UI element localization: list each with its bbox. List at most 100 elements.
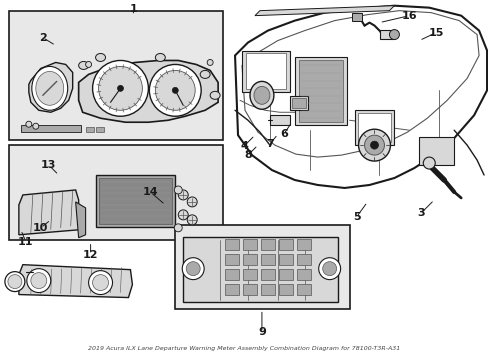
Text: 11: 11 (18, 237, 34, 247)
Ellipse shape (322, 262, 336, 276)
Text: 15: 15 (427, 28, 443, 37)
Text: 5: 5 (352, 212, 360, 222)
Ellipse shape (31, 273, 47, 289)
Ellipse shape (364, 135, 384, 155)
Ellipse shape (178, 210, 188, 220)
Text: 14: 14 (142, 187, 158, 197)
Polygon shape (79, 60, 218, 122)
Bar (224, 269, 239, 280)
Text: 3: 3 (417, 208, 424, 218)
Bar (9, 11, 223, 140)
Bar (243, 269, 256, 280)
Ellipse shape (99, 67, 142, 110)
Bar (261, 239, 274, 250)
Bar (183, 237, 337, 302)
Bar (419, 137, 453, 165)
Ellipse shape (27, 269, 51, 293)
Ellipse shape (200, 71, 210, 78)
Ellipse shape (5, 272, 25, 292)
Polygon shape (19, 265, 132, 298)
Ellipse shape (253, 86, 269, 104)
Ellipse shape (36, 71, 63, 105)
Bar (224, 284, 239, 294)
Bar (242, 50, 289, 92)
Text: 4: 4 (240, 141, 247, 151)
Ellipse shape (155, 54, 165, 62)
Ellipse shape (178, 190, 188, 200)
Ellipse shape (149, 64, 201, 116)
Ellipse shape (88, 271, 112, 294)
Bar (289, 96, 307, 110)
Text: 7: 7 (265, 139, 273, 149)
Bar (224, 239, 239, 250)
Polygon shape (235, 6, 486, 188)
Ellipse shape (388, 30, 399, 40)
Ellipse shape (95, 54, 105, 62)
Polygon shape (76, 202, 85, 238)
Bar (296, 254, 310, 265)
Ellipse shape (174, 224, 182, 232)
Bar (224, 254, 239, 265)
Bar (243, 239, 256, 250)
Bar (278, 284, 292, 294)
Ellipse shape (8, 275, 22, 289)
Bar (296, 239, 310, 250)
Bar (278, 269, 292, 280)
Text: 8: 8 (244, 150, 251, 160)
Bar (296, 269, 310, 280)
Bar (351, 13, 361, 21)
Ellipse shape (117, 85, 123, 91)
Ellipse shape (210, 91, 220, 99)
Bar (99, 178, 172, 224)
Bar (357, 113, 390, 142)
Bar (245, 54, 285, 89)
Ellipse shape (370, 141, 378, 149)
Ellipse shape (182, 258, 203, 280)
Ellipse shape (155, 71, 195, 110)
Ellipse shape (32, 67, 67, 110)
Bar (261, 254, 274, 265)
Bar (85, 127, 93, 132)
Text: 16: 16 (401, 11, 416, 21)
Text: 1: 1 (129, 4, 137, 14)
Text: 2: 2 (39, 32, 46, 42)
Ellipse shape (249, 81, 273, 109)
Bar (243, 254, 256, 265)
Ellipse shape (172, 87, 178, 93)
Bar (294, 58, 346, 125)
Bar (175, 225, 349, 310)
Text: 6: 6 (279, 129, 287, 139)
Text: 9: 9 (258, 327, 265, 337)
Bar (380, 30, 394, 39)
Bar (296, 284, 310, 294)
Ellipse shape (358, 129, 389, 161)
Bar (278, 239, 292, 250)
Bar (243, 284, 256, 294)
Ellipse shape (187, 197, 197, 207)
Text: 13: 13 (41, 160, 56, 170)
Polygon shape (29, 62, 73, 112)
Text: 12: 12 (82, 250, 98, 260)
Bar (261, 269, 274, 280)
Ellipse shape (187, 215, 197, 225)
Bar (21, 125, 81, 132)
Ellipse shape (174, 186, 182, 194)
Bar (95, 175, 175, 227)
Bar (298, 60, 342, 122)
Ellipse shape (423, 157, 434, 169)
Polygon shape (254, 6, 394, 15)
Bar (9, 145, 223, 240)
Bar (291, 98, 305, 108)
Ellipse shape (85, 62, 91, 67)
Bar (354, 110, 394, 145)
Text: 10: 10 (33, 223, 48, 233)
Bar (269, 115, 289, 125)
Ellipse shape (92, 275, 108, 291)
Bar (261, 284, 274, 294)
Ellipse shape (33, 123, 39, 129)
Bar (278, 254, 292, 265)
Ellipse shape (318, 258, 340, 280)
Ellipse shape (26, 121, 32, 127)
Ellipse shape (79, 62, 88, 69)
Ellipse shape (207, 59, 213, 66)
